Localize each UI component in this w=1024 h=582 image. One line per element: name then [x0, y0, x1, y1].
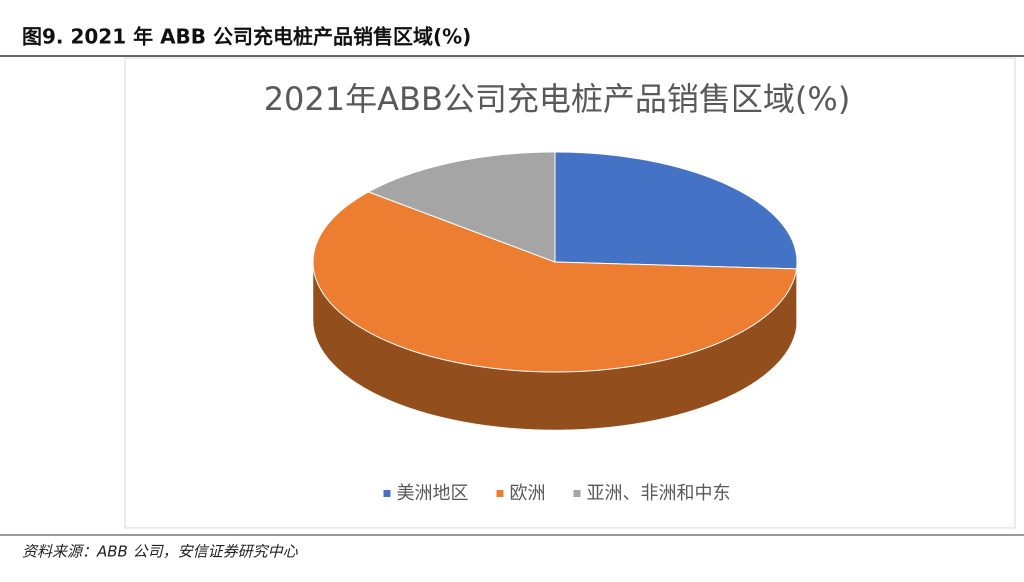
pie-slice: [554, 151, 798, 270]
pie-slice: [312, 191, 798, 373]
pie: [312, 151, 798, 431]
legend-marker: [383, 490, 391, 497]
chart-title: 2021年ABB公司充电桩产品销售区域(%): [264, 80, 851, 118]
legend: 美洲地区 欧洲 亚洲、非洲和中东: [383, 483, 731, 504]
legend-label: 亚洲、非洲和中东: [587, 483, 731, 504]
pie-slice: [367, 151, 556, 263]
figure-title: 图9. 2021 年 ABB 公司充电桩产品销售区域(%): [22, 25, 471, 49]
source-note: 资料来源：ABB 公司，安信证券研究中心: [22, 543, 299, 561]
legend-label: 欧洲: [510, 483, 546, 504]
legend-marker: [573, 490, 581, 497]
legend-label: 美洲地区: [397, 483, 469, 504]
legend-marker: [496, 490, 504, 497]
